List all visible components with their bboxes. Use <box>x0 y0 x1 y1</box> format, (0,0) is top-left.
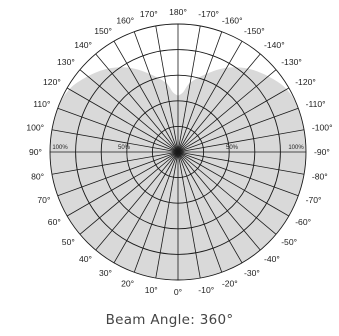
grid-spoke <box>177 129 305 153</box>
label-layer: 50% 50% 100% 100% 180° -170°-160°-150° -140° -1… <box>26 7 332 297</box>
angle-label: -160° <box>222 15 243 25</box>
angle-label: 140° <box>74 40 92 50</box>
angle-label: -60° <box>295 217 311 227</box>
grid-spoke <box>95 151 179 251</box>
grid-spoke <box>113 40 179 153</box>
angle-label: 20° <box>121 279 134 289</box>
angle-label: -10° <box>198 285 214 295</box>
angle-label: -140° <box>264 40 285 50</box>
angle-label: -90° <box>314 147 330 157</box>
grid-spoke <box>177 53 261 153</box>
grid-spoke <box>177 31 223 153</box>
angle-label: -150° <box>244 26 265 36</box>
grid-spoke <box>51 151 179 175</box>
grid-spoke <box>177 151 277 235</box>
ring-label-50-pct: 50% <box>118 145 131 151</box>
grid-spoke <box>155 151 179 279</box>
grid-spoke <box>133 151 179 273</box>
ring-label-100-pct: 100% <box>288 145 304 151</box>
ring-label-50-pct: 50% <box>226 145 239 151</box>
grid-spoke <box>177 40 243 153</box>
grid-spoke <box>177 151 201 279</box>
angle-label: -40° <box>264 254 280 264</box>
grid-spoke <box>177 151 299 197</box>
angle-label: 40° <box>79 254 92 264</box>
grid-spoke <box>177 87 290 153</box>
angle-label: -120° <box>295 77 316 87</box>
angle-label: -110° <box>306 99 326 109</box>
angle-label: 50° <box>62 237 75 247</box>
grid-spoke <box>113 151 179 264</box>
angle-label: -170° <box>198 9 219 19</box>
angle-label: 30° <box>99 268 112 278</box>
angle-label: 130° <box>57 57 75 67</box>
angle-label: 150° <box>94 26 112 36</box>
angle-label: 90° <box>29 147 42 157</box>
angle-label: -100° <box>312 123 333 133</box>
angle-label: -20° <box>222 279 238 289</box>
grid-spoke <box>177 69 277 153</box>
grid-spoke <box>177 25 201 153</box>
grid-spoke <box>79 151 179 235</box>
angle-label: 110° <box>33 99 50 109</box>
grid-spoke <box>177 151 223 273</box>
grid-spoke <box>57 107 179 153</box>
grid-spoke <box>155 25 179 153</box>
angle-label: 160° <box>116 15 134 25</box>
grid-spoke <box>66 151 179 217</box>
angle-label: 120° <box>43 77 61 87</box>
angle-label: 100° <box>26 123 44 133</box>
angle-label: 60° <box>48 217 61 227</box>
grid-spoke <box>177 151 305 175</box>
grid-spoke <box>133 31 179 153</box>
angle-label: 80° <box>31 171 44 181</box>
grid-spoke <box>177 107 299 153</box>
angle-label: -80° <box>312 171 328 181</box>
grid-spoke <box>51 129 179 153</box>
angle-label: 70° <box>37 195 50 205</box>
angle-label: 180° <box>169 7 187 17</box>
angle-label: -130° <box>281 57 302 67</box>
grid-spoke <box>177 151 261 251</box>
angle-label: 170° <box>140 9 158 19</box>
grid-spoke <box>177 151 290 217</box>
angle-label: 0° <box>174 287 182 297</box>
angle-label: -50° <box>281 237 297 247</box>
angle-label: -70° <box>306 195 322 205</box>
angle-label: -30° <box>244 268 260 278</box>
grid-layer <box>49 23 307 281</box>
ring-label-100-pct: 100% <box>52 145 68 151</box>
grid-spoke <box>177 151 243 264</box>
angle-label: 10° <box>145 285 158 295</box>
grid-spoke <box>66 87 179 153</box>
grid-spoke <box>79 69 179 153</box>
beam-angle-caption: Beam Angle: 360° <box>105 312 234 328</box>
grid-spoke <box>95 53 179 153</box>
grid-spoke <box>57 151 179 197</box>
